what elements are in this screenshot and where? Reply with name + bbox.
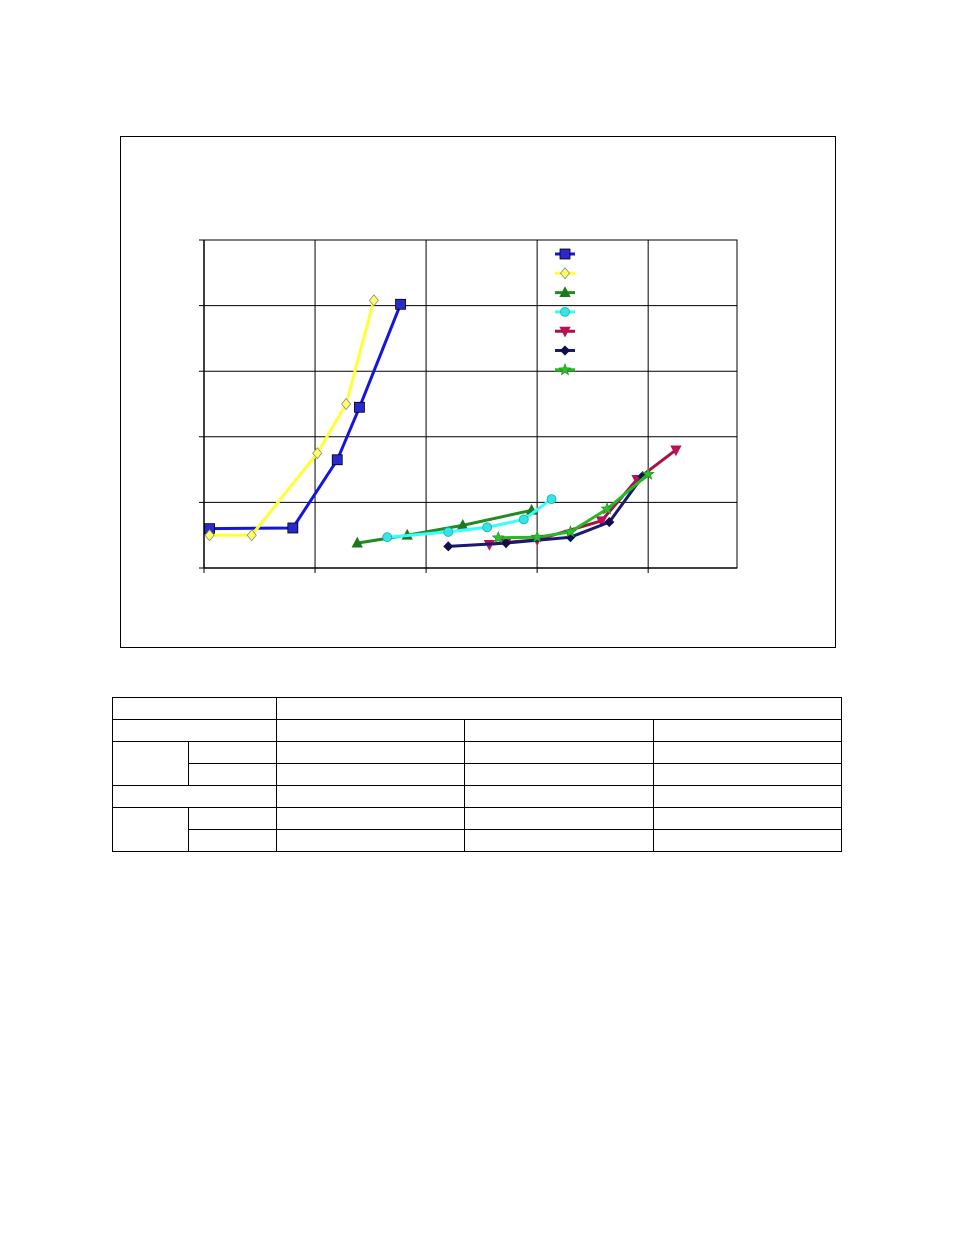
table-row [112, 719, 843, 742]
gridlines [203, 239, 738, 569]
table-cell [464, 785, 654, 808]
plot-area-border [203, 239, 738, 569]
data-table [112, 697, 843, 852]
table-cell [276, 829, 465, 852]
legend-entry-6 [555, 362, 575, 376]
legend-marker-2 [559, 286, 571, 298]
series-lines [204, 294, 682, 552]
table-body [112, 697, 843, 852]
series-1 [204, 294, 379, 542]
table-cell [112, 785, 277, 808]
data-point-1-3 [341, 397, 352, 411]
table-cell [652, 763, 843, 786]
data-point-6-2 [563, 525, 577, 538]
data-point-1-1 [246, 529, 257, 542]
data-point-3-4 [546, 494, 557, 505]
table-cell [112, 719, 277, 742]
table-row [113, 763, 843, 786]
data-point-5-0 [443, 541, 454, 552]
data-point-4-5 [670, 445, 682, 457]
data-point-2-0 [351, 536, 363, 548]
data-point-0-1 [287, 522, 299, 534]
axes [199, 239, 737, 573]
table-cell [112, 807, 189, 852]
table-row [112, 807, 843, 852]
data-point-0-2 [331, 454, 343, 466]
data-point-1-0 [204, 529, 215, 542]
series-3 [382, 494, 557, 543]
data-point-3-3 [518, 514, 529, 525]
legend [555, 248, 575, 376]
legend-marker-5 [559, 345, 571, 356]
series-4 [483, 445, 682, 551]
legend-entry-4 [555, 326, 575, 338]
data-point-0-3 [354, 401, 365, 413]
legend-entry-3 [555, 306, 575, 317]
table-cell [276, 785, 465, 808]
chart-area [120, 136, 836, 648]
table-cell [188, 807, 277, 830]
table-cell [464, 829, 654, 852]
table-cell [275, 697, 843, 720]
data-point-1-2 [312, 447, 323, 460]
table-cell [652, 719, 843, 742]
line-chart [199, 239, 738, 573]
data-point-6-0 [491, 530, 505, 544]
table-row [112, 741, 843, 786]
table-cell [276, 741, 465, 764]
series-6 [491, 467, 655, 544]
data-point-6-4 [641, 467, 655, 480]
table-cell [188, 741, 277, 764]
data-point-5-1 [500, 538, 512, 549]
table-cell [188, 829, 277, 852]
data-point-3-1 [443, 527, 454, 537]
data-point-0-4 [395, 298, 406, 310]
series-line-2 [356, 508, 532, 545]
legend-marker-6 [558, 362, 572, 376]
table-row [112, 697, 843, 720]
table-cell [464, 763, 654, 786]
table-cell [188, 763, 277, 786]
table-cell [112, 697, 277, 720]
data-point-3-2 [482, 522, 493, 533]
table-row [113, 829, 843, 852]
table-cell [464, 807, 654, 830]
legend-marker-1 [559, 267, 571, 280]
data-point-4-3 [595, 516, 608, 528]
table-cell [652, 829, 843, 852]
table-cell [652, 807, 843, 830]
table-cell [276, 719, 465, 742]
legend-marker-0 [559, 248, 571, 260]
legend-marker-4 [559, 326, 571, 338]
legend-entry-1 [555, 267, 575, 280]
table-row [112, 785, 843, 808]
table-cell [652, 741, 843, 764]
legend-entry-2 [555, 286, 575, 298]
legend-marker-3 [560, 306, 570, 317]
data-point-6-3 [600, 502, 614, 515]
table-cell [276, 763, 465, 786]
series-line-0 [209, 303, 402, 531]
table-cell [652, 785, 843, 808]
legend-entry-0 [555, 248, 575, 260]
table-cell [112, 741, 189, 786]
legend-entry-5 [555, 345, 575, 356]
data-point-5-3 [604, 517, 615, 528]
series-5 [443, 471, 648, 552]
table-cell [464, 741, 654, 764]
table-cell [276, 807, 465, 830]
data-point-6-1 [530, 530, 544, 543]
series-0 [204, 298, 406, 535]
data-point-1-4 [368, 294, 379, 307]
series-line-1 [209, 300, 376, 537]
table-cell [464, 719, 654, 742]
data-point-3-0 [382, 532, 393, 543]
